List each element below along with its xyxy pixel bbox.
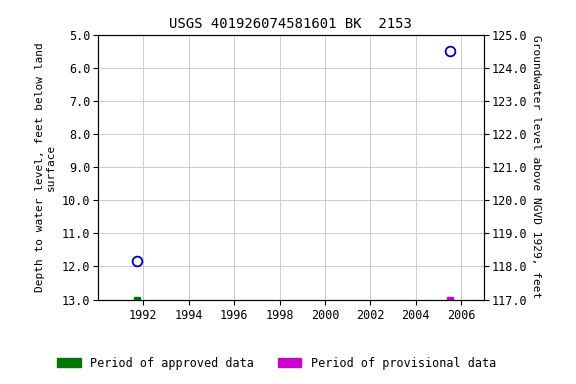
Y-axis label: Groundwater level above NGVD 1929, feet: Groundwater level above NGVD 1929, feet <box>531 35 541 299</box>
Y-axis label: Depth to water level, feet below land
surface: Depth to water level, feet below land su… <box>35 42 56 292</box>
Title: USGS 401926074581601 BK  2153: USGS 401926074581601 BK 2153 <box>169 17 412 31</box>
Legend: Period of approved data, Period of provisional data: Period of approved data, Period of provi… <box>52 352 501 374</box>
